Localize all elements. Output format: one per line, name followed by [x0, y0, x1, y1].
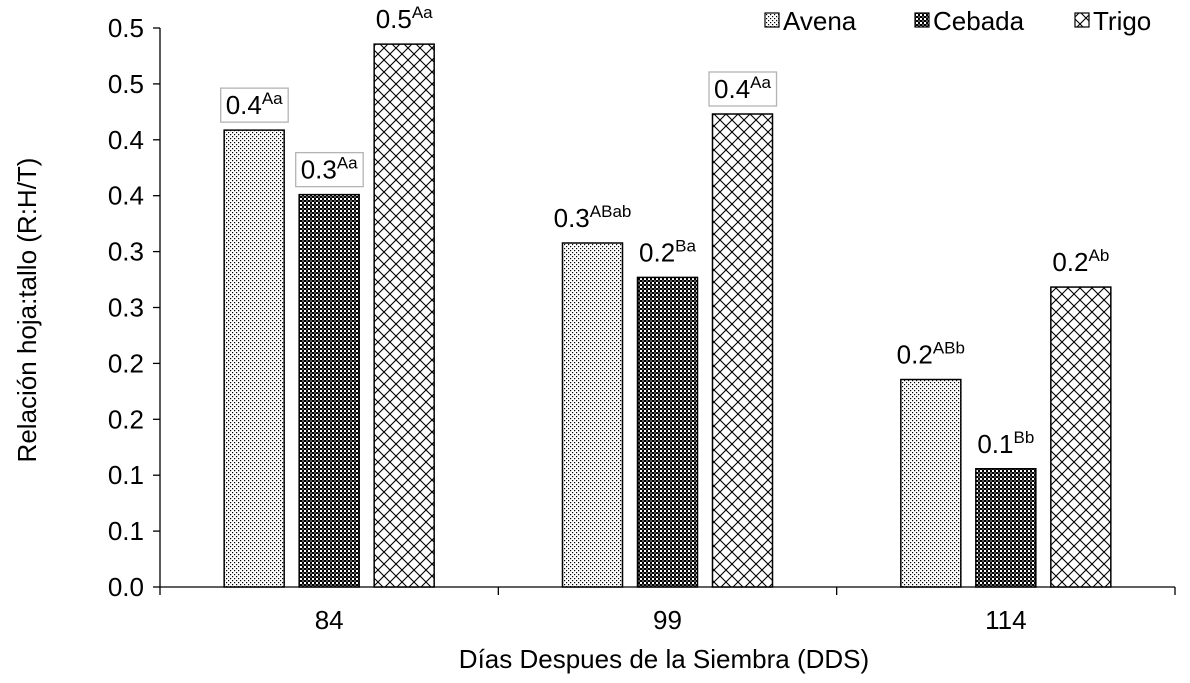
data-label: 0.3ABab [554, 202, 632, 233]
y-axis-title: Relación hoja:tallo (R:H/T) [12, 158, 42, 463]
legend-swatch-avena [764, 12, 780, 28]
y-tick-label: 0.2 [108, 348, 144, 378]
x-tick-label: 84 [315, 605, 344, 635]
data-label: 0.2Ba [639, 236, 696, 267]
x-axis-title: Días Despues de la Siembra (DDS) [459, 644, 869, 674]
data-label-box [708, 71, 778, 107]
legend-label-avena: Avena [783, 6, 857, 36]
bar-avena [561, 242, 624, 588]
data-label-box [295, 151, 364, 188]
bar-trigo [373, 43, 435, 588]
data-label-box [220, 87, 289, 123]
y-tick-label: 0.4 [108, 181, 144, 211]
bar-avena [223, 129, 285, 588]
y-tick-label: 0.1 [108, 516, 144, 546]
legend-swatch-cebada [914, 12, 930, 28]
y-tick-label: 0.3 [108, 237, 144, 267]
data-label: 0.2ABb [897, 339, 965, 370]
bar-cebada [636, 276, 699, 588]
y-tick-label: 0.4 [108, 125, 144, 155]
bar-trigo [711, 113, 774, 588]
y-tick-label: 0.5 [108, 13, 144, 43]
legend-label-cebada: Cebada [933, 6, 1025, 36]
y-tick-label: 0.5 [108, 69, 144, 99]
y-tick-label: 0.1 [108, 460, 144, 490]
data-label: 0.4Aa [714, 73, 771, 104]
data-label: 0.3Aa [301, 154, 358, 185]
legend-swatch-trigo [1074, 12, 1090, 28]
bar-cebada [298, 193, 360, 588]
y-tick-label: 0.2 [108, 404, 144, 434]
x-tick-label: 99 [653, 605, 682, 635]
bar-avena [900, 378, 962, 588]
legend-label-trigo: Trigo [1093, 6, 1151, 36]
plot-area: 0.0 0.1 0.1 0.2 0.2 0.3 0.3 0.4 0.4 0.5 0.5 84 99 114… [108, 3, 1176, 635]
bar-trigo [1050, 286, 1112, 588]
y-tick-label: 0.0 [108, 572, 144, 602]
data-label: 0.1Bb [977, 428, 1034, 459]
x-tick-label: 114 [985, 605, 1026, 635]
data-label: 0.2Ab [1052, 246, 1109, 277]
y-tick-label: 0.3 [108, 293, 144, 323]
data-label: 0.4Aa [226, 89, 283, 120]
data-label: 0.5Aa [376, 3, 433, 34]
bar-cebada [975, 468, 1037, 588]
